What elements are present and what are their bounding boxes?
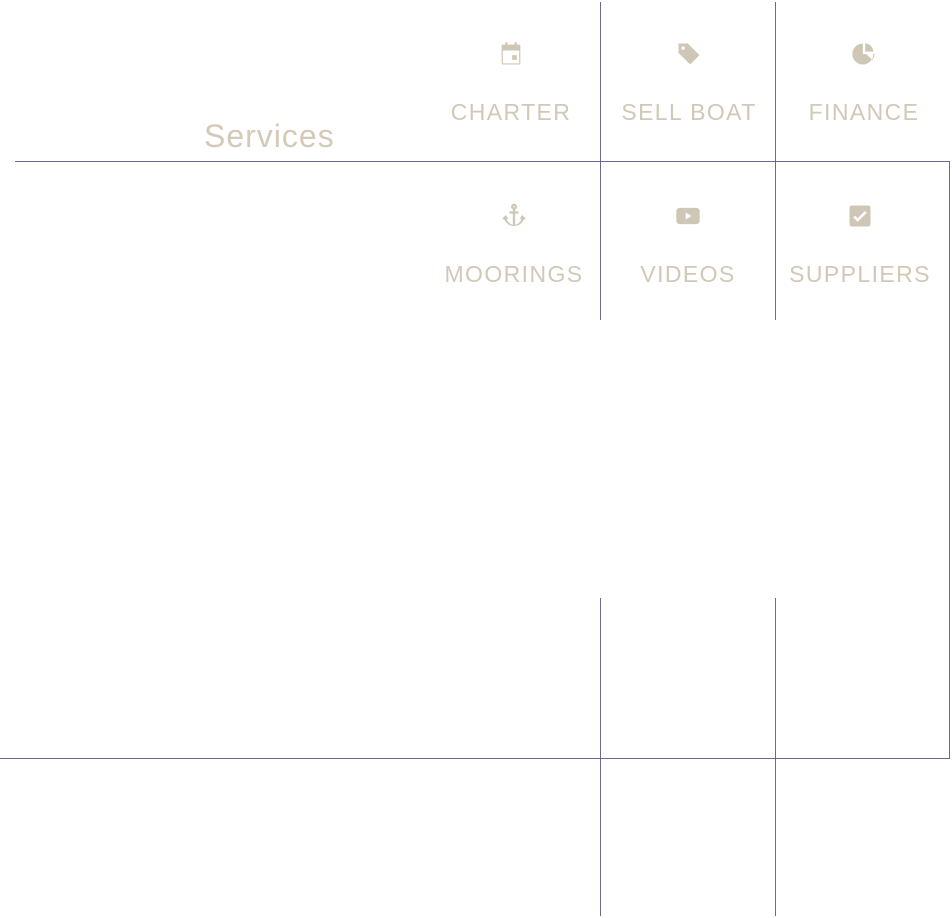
service-label: CHARTER — [450, 99, 572, 125]
service-label: MOORINGS — [444, 261, 584, 287]
grid-divider — [0, 758, 950, 759]
service-label: FINANCE — [808, 99, 920, 125]
pie-chart-icon — [850, 40, 878, 68]
section-title: Services — [204, 118, 335, 154]
service-charter[interactable]: CHARTER — [431, 40, 591, 126]
checkbox-checked-icon — [846, 202, 874, 230]
service-suppliers[interactable]: SUPPLIERS — [780, 202, 940, 288]
grid-divider — [15, 161, 950, 162]
calendar-icon — [497, 40, 525, 68]
grid-divider — [600, 598, 601, 916]
anchor-icon — [500, 202, 528, 230]
service-moorings[interactable]: MOORINGS — [434, 202, 594, 288]
tag-icon — [675, 40, 703, 68]
service-videos[interactable]: VIDEOS — [608, 202, 768, 288]
grid-divider — [949, 161, 950, 758]
service-label: SUPPLIERS — [789, 261, 931, 287]
service-sell-boat[interactable]: SELL BOAT — [609, 40, 769, 126]
service-label: VIDEOS — [640, 261, 736, 287]
service-finance[interactable]: FINANCE — [784, 40, 944, 126]
grid-divider — [775, 598, 776, 916]
service-label: SELL BOAT — [621, 99, 757, 125]
youtube-play-icon — [674, 202, 702, 230]
